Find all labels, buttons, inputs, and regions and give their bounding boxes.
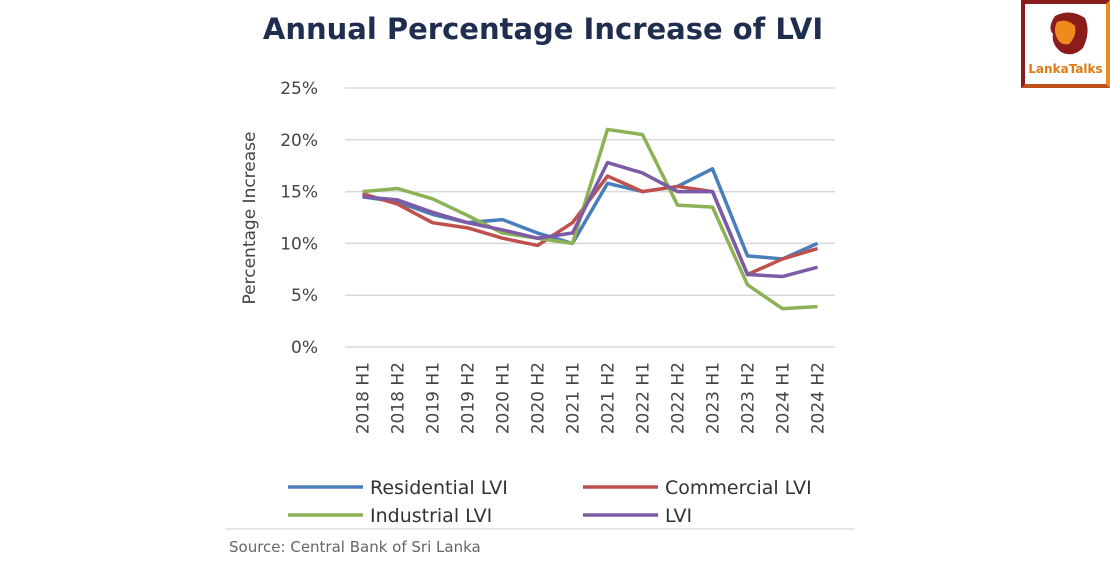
legend-label: Industrial LVI — [370, 505, 492, 527]
x-tick-label: 2022 H1 — [634, 362, 654, 434]
y-tick-label: 25% — [280, 79, 318, 99]
y-tick-label: 20% — [280, 131, 318, 151]
logo-text-a: Lanka — [1028, 62, 1069, 76]
x-tick-label: 2018 H2 — [389, 362, 409, 434]
series-line-lvi — [362, 160, 818, 279]
lion-icon — [1050, 12, 1088, 55]
y-axis-label: Percentage Increase — [240, 132, 260, 305]
lankatalks-logo: LankaTalks — [1021, 0, 1110, 88]
x-tick-label: 2019 H1 — [424, 362, 444, 434]
x-tick-label: 2021 H2 — [599, 362, 619, 434]
x-tick-label: 2023 H1 — [704, 362, 724, 434]
legend-label: Residential LVI — [370, 477, 508, 499]
x-tick-label: 2018 H1 — [354, 362, 374, 434]
source-note: Source: Central Bank of Sri Lanka — [229, 538, 481, 556]
x-tick-label: 2020 H1 — [494, 362, 514, 434]
y-tick-label: 15% — [280, 183, 318, 203]
y-tick-label: 5% — [291, 286, 318, 306]
chart-title: Annual Percentage Increase of LVI — [262, 12, 824, 46]
x-tick-label: 2020 H2 — [529, 362, 549, 434]
y-tick-label: 10% — [280, 234, 318, 254]
x-tick-label: 2024 H1 — [774, 362, 794, 434]
x-tick-label: 2023 H2 — [739, 362, 759, 434]
y-tick-label: 0% — [291, 338, 318, 358]
x-tick-label: 2024 H2 — [809, 362, 829, 434]
x-tick-label: 2022 H2 — [669, 362, 689, 434]
x-tick-label: 2019 H2 — [459, 362, 479, 434]
series-line-industrial-lvi — [362, 127, 818, 311]
legend-label: Commercial LVI — [665, 477, 812, 499]
legend-label: LVI — [665, 505, 692, 527]
logo-text-b: Talks — [1068, 62, 1103, 76]
x-tick-label: 2021 H1 — [564, 362, 584, 434]
